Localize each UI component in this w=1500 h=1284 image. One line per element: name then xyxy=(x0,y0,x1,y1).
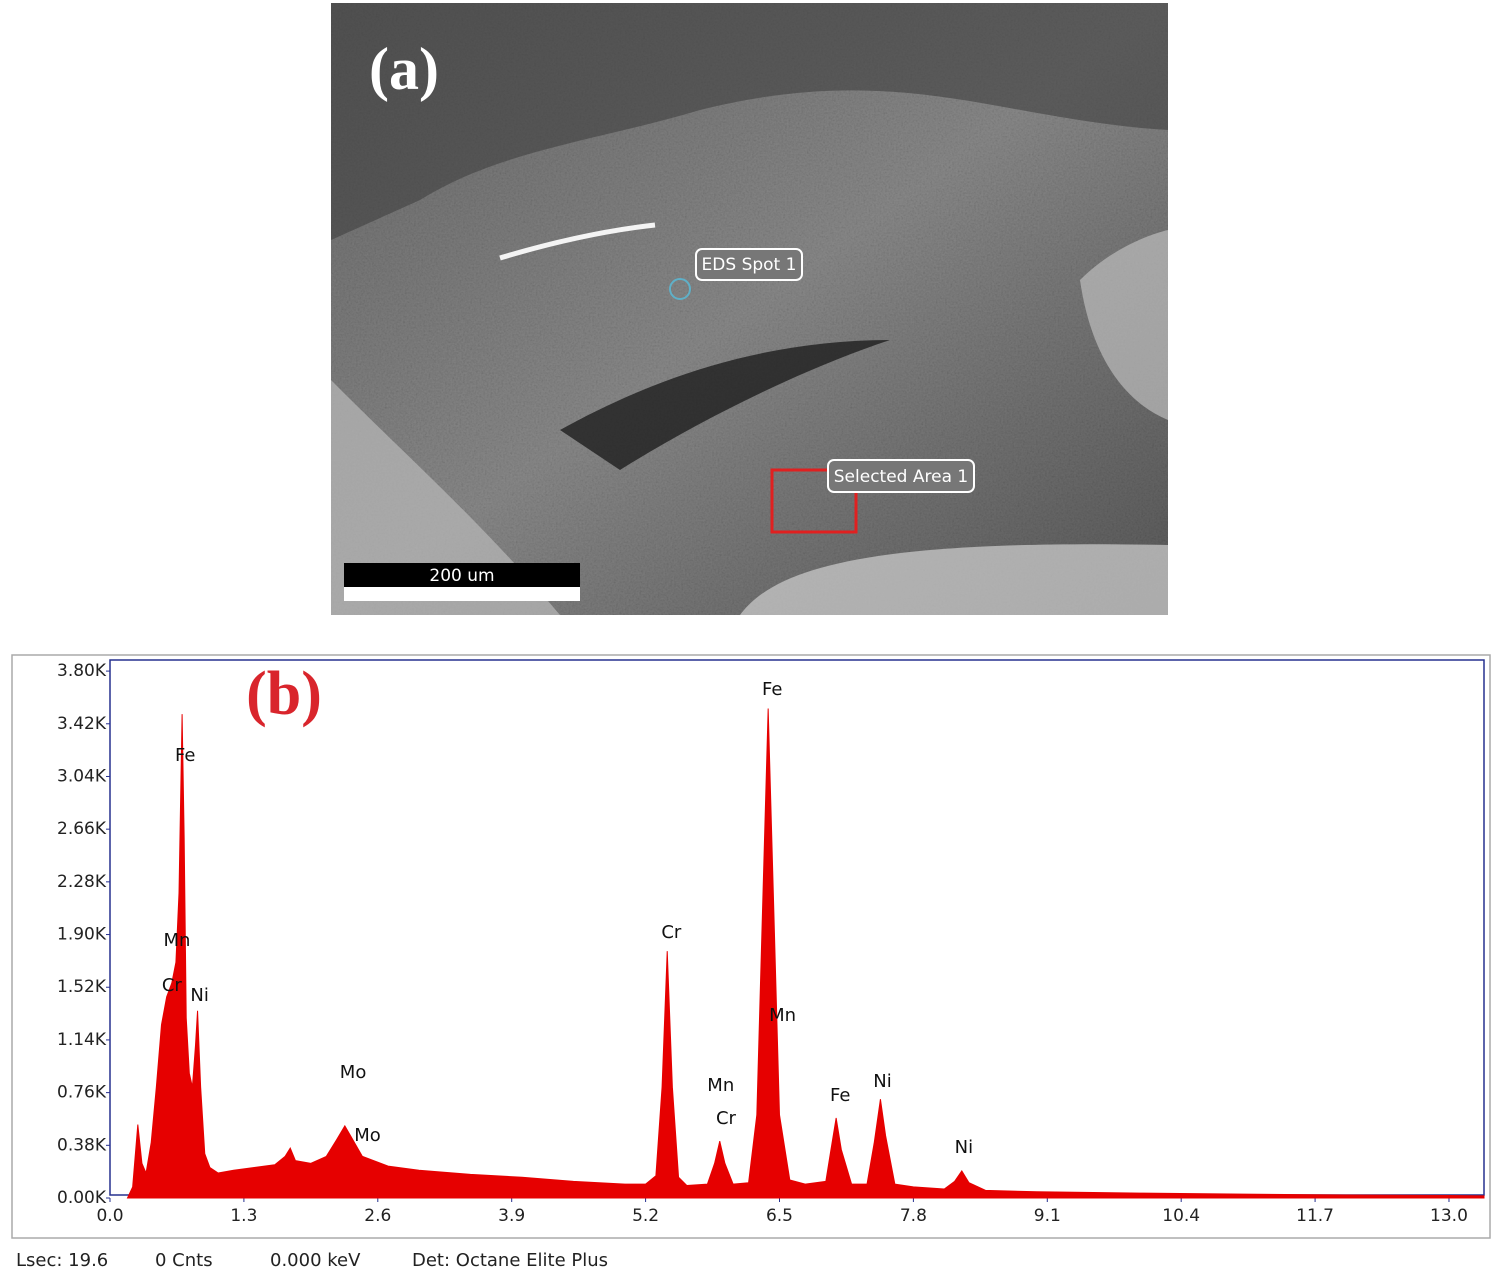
peak-label: Mo xyxy=(354,1125,381,1146)
x-tick-label: 1.3 xyxy=(230,1206,257,1226)
peak-label: Fe xyxy=(762,679,782,700)
peak-label: Mn xyxy=(707,1075,734,1096)
status-text: 0.000 keV xyxy=(270,1250,361,1271)
x-tick-label: 9.1 xyxy=(1034,1206,1061,1226)
peak-label: Ni xyxy=(873,1071,891,1092)
x-tick-label: 10.4 xyxy=(1162,1206,1200,1226)
y-tick-label: 0.00K xyxy=(57,1188,107,1208)
spot-label: EDS Spot 1 xyxy=(702,255,797,275)
peak-label: Ni xyxy=(955,1137,973,1158)
area-label: Selected Area 1 xyxy=(834,467,968,487)
y-tick-label: 2.66K xyxy=(57,819,107,839)
peak-label: Fe xyxy=(175,745,195,766)
x-tick-label: 2.6 xyxy=(364,1206,391,1226)
spectrum-area xyxy=(126,708,1485,1199)
y-tick-label: 1.14K xyxy=(57,1030,107,1050)
peak-label: Cr xyxy=(661,922,682,943)
x-tick-label: 7.8 xyxy=(900,1206,927,1226)
x-tick-label: 0.0 xyxy=(96,1206,123,1226)
panel-label: (a) xyxy=(369,36,439,102)
peak-label: Fe xyxy=(830,1085,850,1106)
y-tick-label: 2.28K xyxy=(57,872,107,892)
peak-label: Ni xyxy=(190,985,208,1006)
status-text: Det: Octane Elite Plus xyxy=(412,1250,608,1271)
peak-label: Mo xyxy=(340,1062,367,1083)
y-tick-label: 1.90K xyxy=(57,925,107,945)
spectrum-chart: (b) 0.00K 0.38K 0.76K 1.14K 1.52K 1.90K 2.28K 2… xyxy=(11,654,1491,1239)
y-tick-label: 3.04K xyxy=(57,766,107,786)
y-tick-label: 0.38K xyxy=(57,1135,107,1155)
y-tick-label: 3.42K xyxy=(57,714,107,734)
y-tick-label: 1.52K xyxy=(57,977,107,997)
sem-image: EDS Spot 1 Selected Area 1 (a) 200 um xyxy=(331,3,1168,615)
peak-label: Mn xyxy=(769,1005,796,1026)
status-text: 0 Cnts xyxy=(155,1250,213,1271)
status-text: Lsec: 19.6 xyxy=(16,1250,108,1271)
x-tick-label: 13.0 xyxy=(1430,1206,1468,1226)
x-tick-label: 3.9 xyxy=(498,1206,525,1226)
scale-bar-label: 200 um xyxy=(429,566,494,586)
y-tick-label: 0.76K xyxy=(57,1083,107,1103)
panel-label: (b) xyxy=(246,660,322,728)
y-tick-label: 3.80K xyxy=(57,661,107,681)
peak-label: Mn xyxy=(163,930,190,951)
x-tick-label: 5.2 xyxy=(632,1206,659,1226)
x-tick-label: 6.5 xyxy=(766,1206,793,1226)
x-tick-label: 11.7 xyxy=(1296,1206,1334,1226)
peak-label: Cr xyxy=(716,1108,737,1129)
peak-label: Cr xyxy=(162,975,183,996)
